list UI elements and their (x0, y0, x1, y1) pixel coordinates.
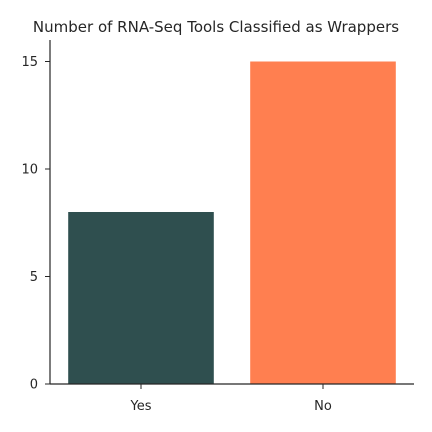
y-tick-label: 0 (30, 378, 38, 393)
y-tick-label: 15 (21, 55, 38, 70)
x-tick-label: Yes (130, 399, 152, 414)
bars-group (68, 61, 396, 384)
bar-yes (68, 212, 214, 384)
y-tick-label: 5 (30, 270, 38, 285)
chart-title: Number of RNA-Seq Tools Classified as Wr… (33, 18, 399, 36)
x-tick-label: No (314, 399, 332, 414)
x-axis: Yes No (50, 383, 414, 414)
y-tick-label: 10 (21, 163, 38, 178)
bar-no (250, 61, 396, 384)
y-axis: 0 5 10 15 (21, 40, 51, 393)
